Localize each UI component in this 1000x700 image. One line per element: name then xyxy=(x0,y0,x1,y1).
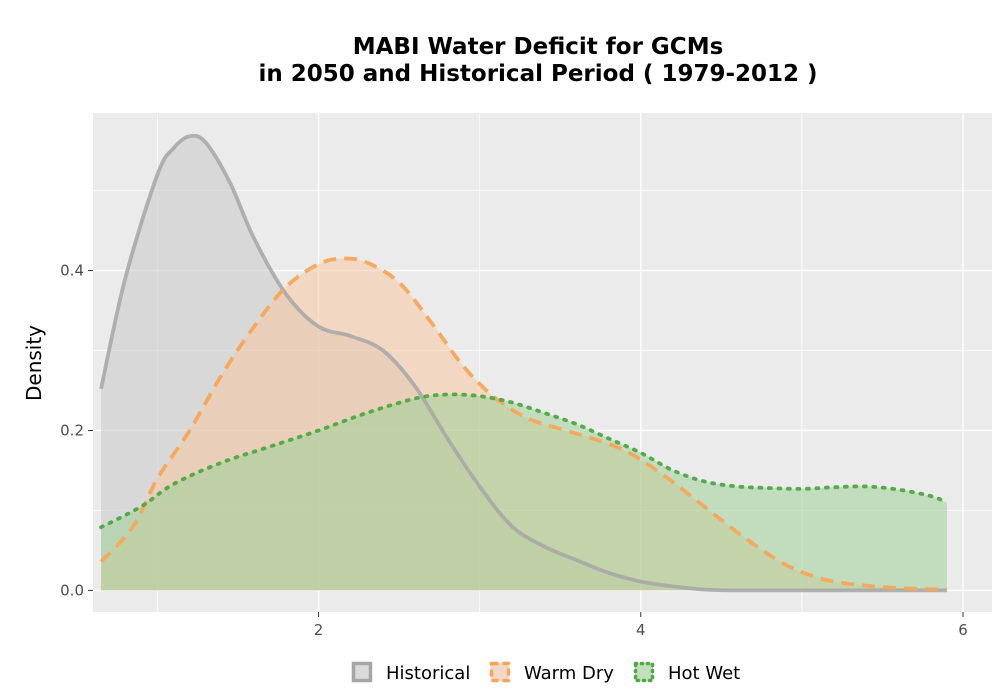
line-warm-dry xyxy=(99,256,947,592)
legend-key-fill xyxy=(353,663,371,681)
chart-title-line-2: in 2050 and Historical Period ( 1979-201… xyxy=(258,61,817,87)
legend: Historical Warm Dry Hot Wet xyxy=(351,661,740,684)
area-hot-wet xyxy=(101,394,947,591)
legend-key-outline xyxy=(489,661,511,683)
chart-title-line-1: MABI Water Deficit for GCMs xyxy=(353,34,724,60)
legend-item-historical: Historical xyxy=(351,661,470,684)
legend-item-hot-wet: Hot Wet xyxy=(633,661,740,684)
y-axis-title: Density xyxy=(22,325,46,401)
line-hot-wet xyxy=(99,392,949,530)
legend-item-warm-dry: Warm Dry xyxy=(489,661,614,684)
axes-layer: 2 4 6 0.0 0.2 0.4 xyxy=(60,262,968,639)
legend-key-outline xyxy=(633,661,655,683)
x-tick-label: 4 xyxy=(636,621,646,639)
legend-label: Warm Dry xyxy=(524,663,614,684)
x-tick-label: 2 xyxy=(314,621,324,639)
legend-label: Historical xyxy=(386,663,470,684)
y-tick-label: 0.2 xyxy=(60,421,84,439)
line-historical xyxy=(99,133,947,593)
legend-key-outline xyxy=(351,661,373,683)
x-tick-label: 6 xyxy=(958,621,968,639)
legend-key-fill xyxy=(491,663,509,681)
y-tick-label: 0.4 xyxy=(60,262,84,280)
y-tick-label: 0.0 xyxy=(60,581,84,599)
series-layer xyxy=(99,133,949,593)
legend-label: Hot Wet xyxy=(668,663,740,684)
legend-key-fill xyxy=(635,663,653,681)
